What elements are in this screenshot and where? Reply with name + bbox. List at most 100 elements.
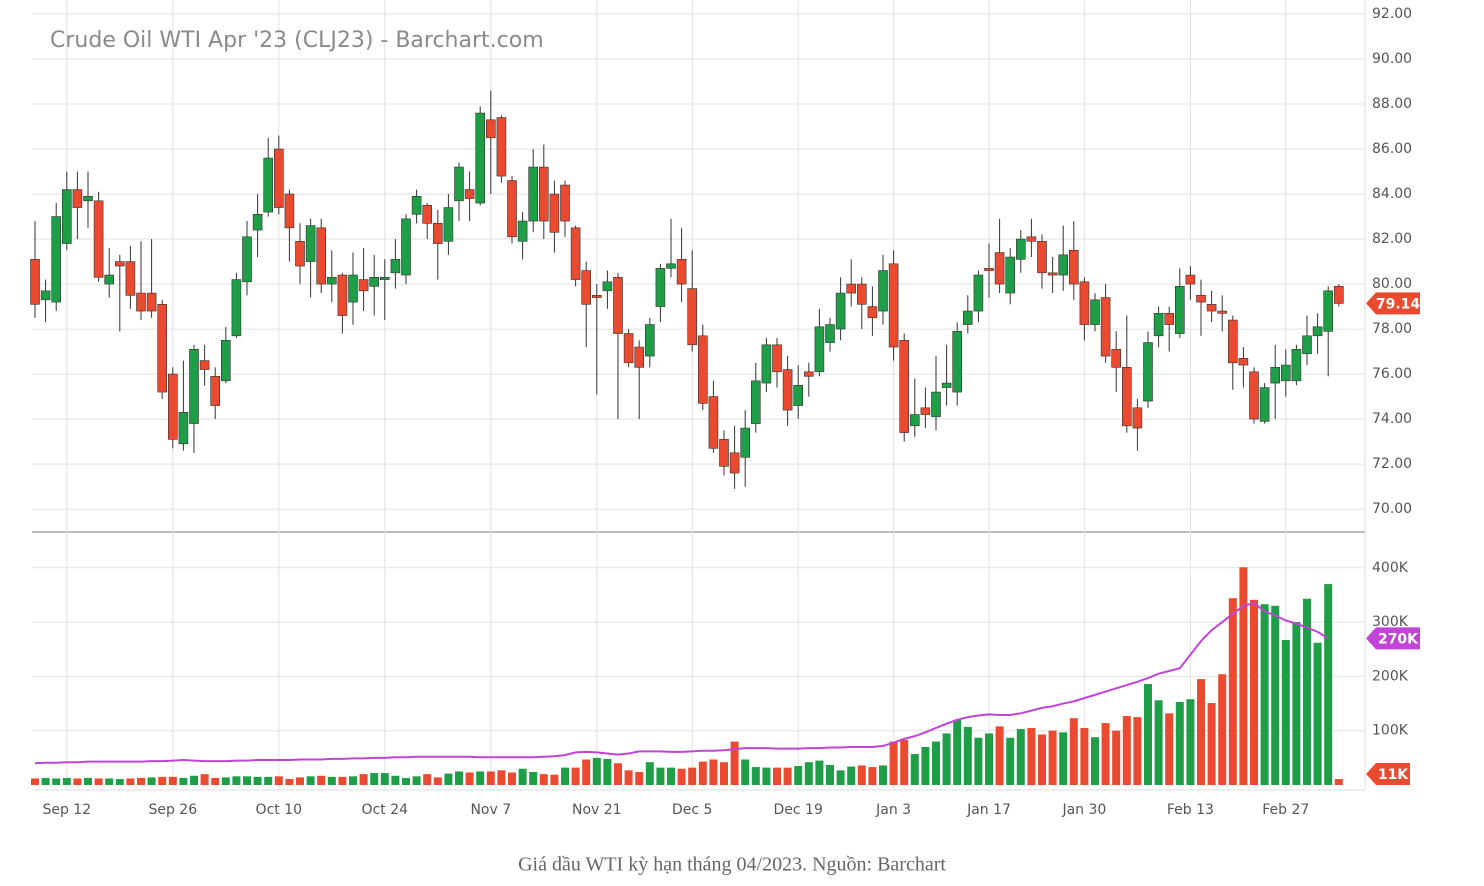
volume-bar <box>433 777 442 785</box>
y-tick-label: 80.00 <box>1372 276 1412 292</box>
y-tick-label: 90.00 <box>1372 51 1412 67</box>
volume-bar <box>921 746 930 785</box>
y-tick-label: 88.00 <box>1372 96 1412 112</box>
volume-bar <box>1059 732 1068 785</box>
x-tick-label: Jan 30 <box>1061 802 1106 818</box>
candle-body <box>729 452 740 474</box>
candle-body <box>242 236 252 283</box>
candle-body <box>814 326 825 373</box>
candle-body <box>1175 286 1185 334</box>
candle-body <box>61 189 72 244</box>
y-tick-label: 86.00 <box>1372 141 1412 157</box>
candle-body <box>1238 358 1249 366</box>
volume-bar <box>221 777 230 785</box>
candle-body <box>305 225 316 262</box>
volume-bar <box>137 777 145 785</box>
volume-bar <box>932 741 940 785</box>
volume-bar <box>900 739 909 785</box>
volume-bar <box>561 767 569 785</box>
volume-bar <box>285 779 294 785</box>
candle-body <box>1143 342 1153 402</box>
candle-body <box>210 376 220 406</box>
volume-bar <box>942 733 951 785</box>
volume-bar <box>783 767 792 785</box>
volume-bar <box>62 777 71 785</box>
volume-bar <box>1303 598 1311 785</box>
y-tick-label: 74.00 <box>1372 411 1412 427</box>
volume-bar <box>126 778 135 785</box>
candle-body <box>803 371 814 377</box>
volume-bar <box>508 772 516 785</box>
candle-body <box>740 427 751 458</box>
candle-body <box>358 279 369 292</box>
volume-bar <box>73 778 82 785</box>
candle-body <box>549 193 560 233</box>
volume-bar <box>624 770 633 785</box>
candle-body <box>51 216 62 303</box>
volume-bar <box>423 774 432 785</box>
y-tick-label: 82.00 <box>1372 231 1412 247</box>
volume-bar <box>677 768 686 785</box>
candle-body <box>485 119 496 139</box>
candle-body <box>1334 286 1344 304</box>
volume-average-label: 270K <box>1378 631 1419 647</box>
marks <box>30 90 1344 785</box>
volume-bar <box>1292 622 1301 785</box>
candle-body <box>973 274 984 312</box>
candle-body <box>899 340 910 433</box>
volume-bar <box>847 766 856 785</box>
x-tick-label: Dec 19 <box>774 802 823 818</box>
volume-bar <box>1218 674 1227 785</box>
candle-body <box>613 277 623 334</box>
grid <box>32 0 1365 790</box>
volume-bar <box>550 774 559 785</box>
volume-bar <box>592 757 601 785</box>
candle-body <box>1281 364 1291 382</box>
candle-body <box>687 288 698 346</box>
last-volume-label: 11K <box>1378 767 1409 783</box>
volume-bar <box>105 778 114 785</box>
candle-body <box>443 207 454 242</box>
x-tick-label: Sep 12 <box>42 802 91 818</box>
candle-body <box>697 335 708 404</box>
candle-body <box>1100 297 1111 357</box>
candle-body <box>199 360 210 370</box>
volume-bar <box>179 777 188 785</box>
candle-body <box>581 270 592 305</box>
volume-bar <box>571 767 580 785</box>
last-price-label-bg <box>1366 292 1420 315</box>
volume-bar <box>1260 604 1269 785</box>
y-tick-label: 78.00 <box>1372 321 1412 337</box>
candle-body <box>326 277 337 285</box>
volume-bar <box>1197 679 1205 785</box>
volume-bar <box>317 775 326 785</box>
volume-bar <box>1281 640 1290 785</box>
volume-bar <box>412 776 421 785</box>
volume-bar <box>1165 713 1174 785</box>
volume-bar <box>582 759 591 785</box>
volume-bar <box>306 776 315 785</box>
candle-body <box>1005 256 1016 294</box>
candle-body <box>115 261 125 267</box>
candle-body <box>432 223 443 244</box>
candle-body <box>496 117 507 177</box>
volume-bar <box>1038 734 1046 785</box>
candle-body <box>369 277 380 287</box>
candle-body <box>263 157 274 213</box>
volume-bar <box>529 771 538 785</box>
volume-bar <box>497 770 506 785</box>
candle-body <box>1090 299 1100 325</box>
candle-body <box>295 241 305 267</box>
volume-bar <box>1122 716 1131 785</box>
candle-body <box>507 180 517 238</box>
candle-body <box>136 292 146 312</box>
volume-tick-label: 100K <box>1372 723 1409 739</box>
volume-average-label-bg <box>1366 627 1420 650</box>
volume-bar <box>889 741 898 785</box>
candle-body <box>1122 367 1132 427</box>
volume-tick-label: 200K <box>1372 668 1409 684</box>
y-tick-label: 92.00 <box>1372 6 1412 22</box>
volume-bar <box>1186 699 1195 785</box>
